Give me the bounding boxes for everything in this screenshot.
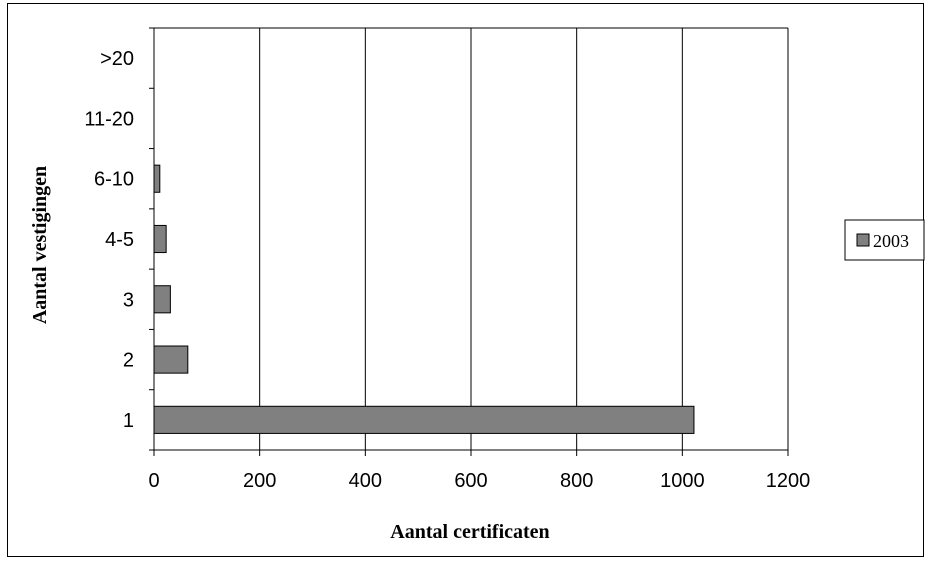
x-tick-label: 1000: [660, 470, 705, 492]
y-tick-label: 4-5: [105, 229, 134, 251]
x-tick-label: 800: [560, 470, 593, 492]
legend-label: 2003: [873, 231, 909, 251]
x-tick-labels: 0 200 400 600 800 1000 1200: [148, 470, 810, 492]
bars: [153, 164, 695, 434]
legend-swatch: [856, 233, 870, 247]
bar: [153, 405, 695, 434]
axes: [149, 27, 789, 456]
y-tick-labels: 1 2 3 4-5 6-10 11-20 >20: [84, 48, 134, 432]
y-tick-label: 2: [123, 350, 134, 372]
chart-frame: [7, 3, 924, 557]
x-tick-label: 1200: [766, 470, 811, 492]
x-tick-label: 0: [148, 470, 159, 492]
x-tick-label: 600: [454, 470, 487, 492]
legend: 2003: [844, 219, 925, 261]
bar: [153, 164, 161, 193]
y-tick-label: 3: [123, 289, 134, 311]
y-tick-label: 1: [123, 410, 134, 432]
grid-lines: [154, 27, 789, 450]
x-tick-label: 200: [243, 470, 276, 492]
bar: [153, 285, 171, 314]
bar: [153, 345, 189, 374]
y-axis-title: Aantal vestigingen: [29, 166, 51, 324]
x-axis-title: Aantal certificaten: [390, 521, 549, 543]
y-tick-label: 11-20: [84, 108, 134, 130]
x-tick-label: 400: [349, 470, 382, 492]
bar: [153, 224, 167, 254]
y-tick-label: >20: [100, 48, 134, 70]
y-tick-label: 6-10: [94, 169, 134, 191]
